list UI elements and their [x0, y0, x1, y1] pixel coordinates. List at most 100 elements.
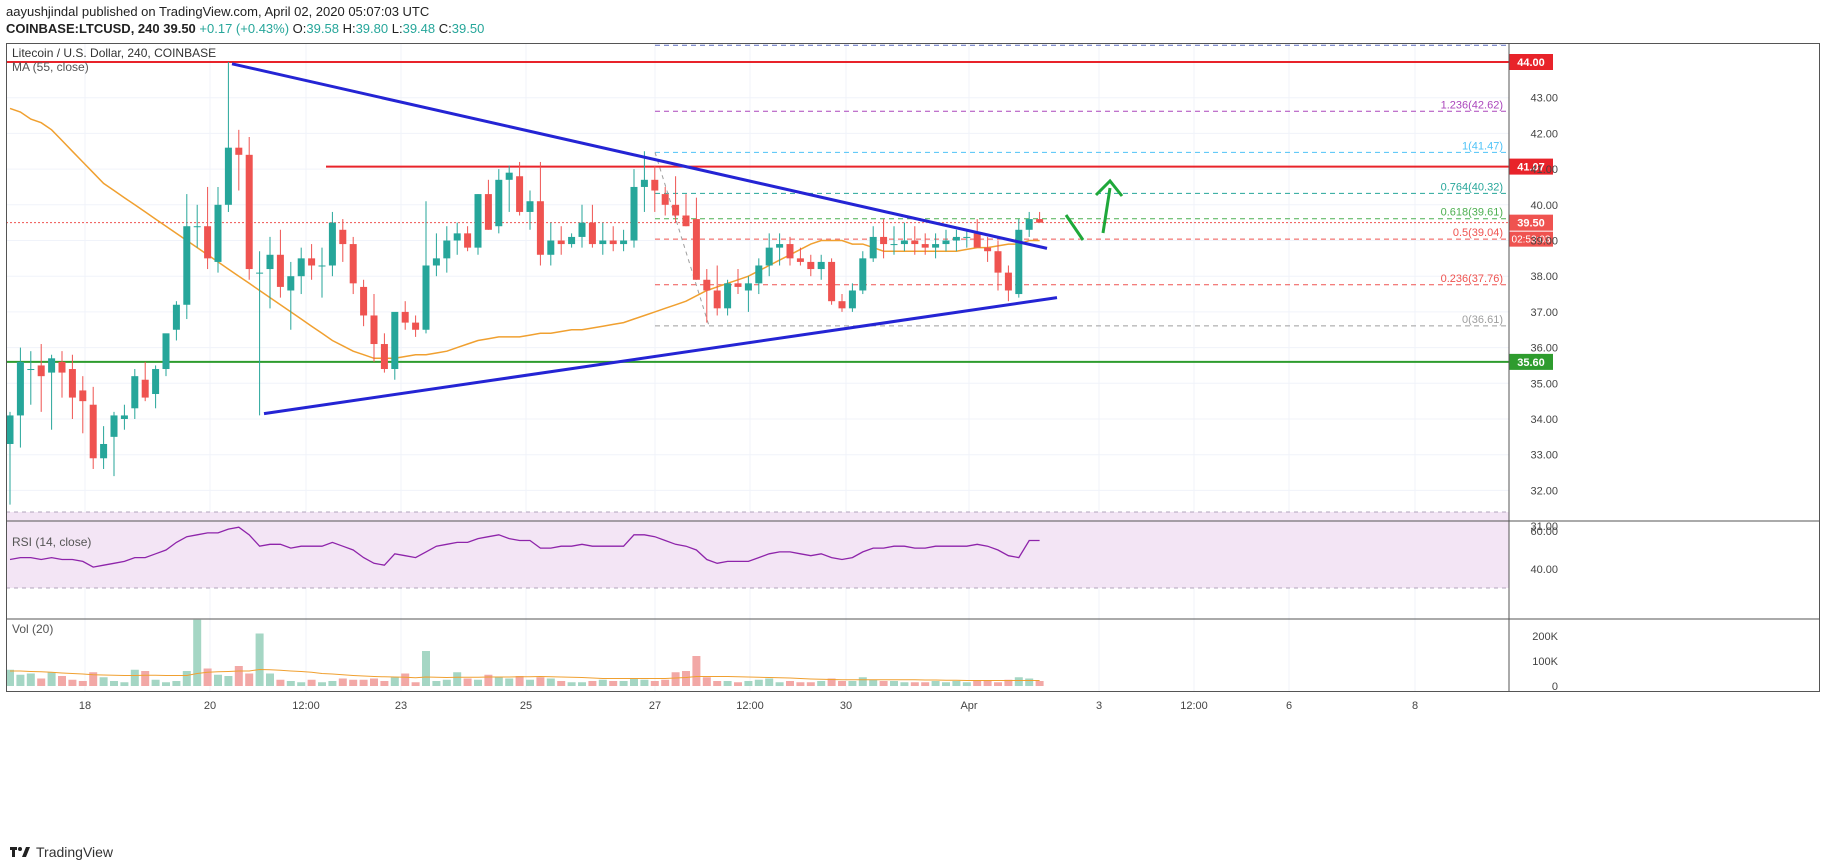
volume-bar	[172, 681, 181, 686]
candle-body	[859, 258, 867, 291]
fib-level-label: 1(41.47)	[1462, 140, 1503, 152]
price-tick-label: 34.00	[1530, 414, 1558, 426]
volume-bar	[942, 682, 950, 686]
volume-bar	[775, 682, 784, 686]
candle-body	[932, 244, 940, 248]
fib-trend-line	[654, 152, 710, 326]
candle-body	[79, 390, 87, 402]
volume-bar	[349, 679, 358, 686]
candle-body	[536, 201, 544, 255]
candle-body	[786, 244, 794, 259]
horizontal-levels[interactable]: 44.00 41.07 35.60 39.50 02:53:03	[6, 54, 1553, 370]
projection-arrow-shaft	[1101, 187, 1112, 234]
volume-bar	[110, 681, 118, 686]
fib-level-label: 0.618(39.61)	[1441, 207, 1503, 219]
fibonacci-retracement[interactable]: 1.618(44.47)1.236(42.62)1(41.47)0.764(40…	[654, 33, 1509, 327]
moving-average	[9, 107, 1040, 360]
chart-area[interactable]: 1.618(44.47)1.236(42.62)1(41.47)0.764(40…	[6, 33, 1821, 831]
volume-bar	[6, 669, 14, 686]
x-tick-label: 12:00	[736, 700, 764, 712]
candles	[6, 62, 1044, 505]
candle-body	[256, 272, 264, 274]
fib-level-label: 0(36.61)	[1462, 314, 1503, 326]
volume-bar	[307, 679, 316, 686]
candle-body	[16, 361, 24, 416]
price-tick-label: 37.00	[1530, 307, 1558, 319]
volume-bar	[276, 679, 285, 686]
candle-body	[401, 311, 409, 323]
volume-bar	[193, 619, 202, 686]
axes: 18 20 12:00 23 25 27 12:00 30 Apr 3 12:00 6 8 31.00 32…	[79, 93, 1558, 712]
volume-bar	[858, 677, 867, 686]
ohlc-close: 39.50	[451, 21, 485, 36]
volume-bar	[983, 681, 992, 686]
volume-ma-line	[10, 668, 1040, 681]
price-tick-label: 36.00	[1530, 343, 1558, 355]
horizontal-level-value: 41.07	[1517, 162, 1545, 174]
volume-bar	[796, 682, 805, 686]
rsi-tick-label: 60.00	[1530, 526, 1558, 538]
candle-body	[172, 304, 180, 330]
candle-body	[432, 258, 440, 266]
candle-body	[568, 236, 576, 245]
candle-body	[183, 226, 191, 305]
volume-bar	[463, 678, 472, 686]
ascending-trendline	[263, 296, 1058, 416]
chart-canvas[interactable]: 1.618(44.47)1.236(42.62)1(41.47)0.764(40…	[6, 33, 1821, 831]
candle-body	[942, 240, 950, 245]
candle-body	[672, 204, 680, 216]
drawings[interactable]	[231, 62, 1124, 416]
candle-body	[1025, 219, 1033, 230]
volume-bar	[474, 679, 482, 686]
volume-bar	[515, 676, 524, 686]
x-tick-label: 27	[649, 700, 661, 712]
candle-body	[755, 265, 763, 284]
candle-body	[578, 222, 586, 237]
rsi-pane: 40.00 60.00	[6, 511, 1558, 589]
volume-bar	[328, 681, 337, 686]
candle-body	[27, 369, 35, 371]
ohlc-close-label: C:	[438, 21, 452, 36]
candle-body	[360, 286, 368, 316]
volume-bar	[338, 678, 347, 686]
candle-body	[952, 236, 960, 241]
volume-bar	[786, 681, 794, 686]
candle-body	[193, 226, 201, 228]
candle-body	[547, 240, 555, 255]
ohlc-low: 39.48	[402, 21, 436, 36]
fib-level-label: 1.236(42.62)	[1441, 99, 1503, 111]
volume-bar	[630, 678, 638, 686]
rsi-band	[6, 512, 1509, 588]
volume-bar	[900, 682, 909, 686]
horizontal-level-tag	[1509, 353, 1553, 370]
volume-bar	[536, 677, 545, 686]
volume-bar	[869, 679, 878, 686]
author-name[interactable]: aayushjindal	[6, 4, 79, 19]
candle-body	[68, 369, 76, 398]
volume-tick-label: 100K	[1532, 656, 1558, 668]
volume-bar	[765, 678, 774, 686]
chart-title: Litecoin / U.S. Dollar, 240, COINBASE	[12, 46, 216, 60]
candle-body	[807, 261, 815, 270]
candle-body	[6, 415, 14, 444]
candle-body	[224, 147, 232, 205]
volume-bar	[734, 682, 742, 686]
x-tick-label: 3	[1096, 700, 1102, 712]
candle-body	[89, 404, 97, 459]
volume-bar	[921, 682, 930, 686]
volume-bar	[744, 681, 753, 686]
candle-body	[516, 176, 524, 212]
candle-body	[214, 204, 222, 262]
volume-bar	[162, 682, 170, 686]
candle-body	[994, 251, 1002, 273]
symbol-info: COINBASE:LTCUSD, 240 39.50 +0.17 (+0.43%…	[6, 21, 484, 36]
candle-body	[1036, 219, 1044, 223]
candle-body	[370, 315, 378, 345]
candle-body	[37, 365, 45, 377]
candle-body	[817, 261, 825, 270]
footer-brand: TradingView	[36, 844, 114, 860]
candle-body	[287, 276, 295, 291]
volume-bar	[702, 677, 711, 686]
volume-bar	[723, 681, 732, 686]
volume-bar	[99, 677, 108, 686]
